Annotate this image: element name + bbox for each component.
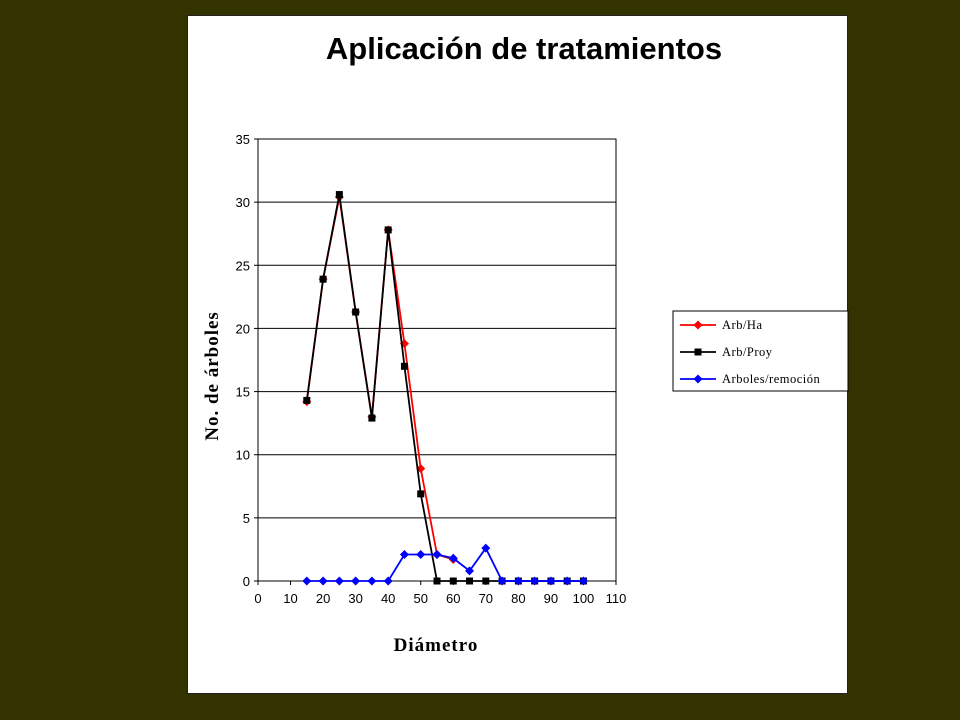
x-tick-label: 50 <box>413 591 427 606</box>
data-point <box>466 577 474 585</box>
x-tick-label: 90 <box>544 591 558 606</box>
legend-marker <box>694 348 702 356</box>
data-point <box>465 566 475 576</box>
x-tick-label: 0 <box>254 591 261 606</box>
data-point <box>319 275 327 283</box>
x-tick-label: 30 <box>348 591 362 606</box>
y-tick-label: 0 <box>243 574 250 589</box>
chart-title: Aplicación de tratamientos <box>326 31 722 66</box>
data-point <box>383 576 393 586</box>
y-axis: 0 5 10 15 20 25 30 35 <box>236 132 258 589</box>
series-layer <box>302 191 588 586</box>
y-tick-label: 30 <box>236 195 250 210</box>
legend-label: Arb/Proy <box>722 345 773 359</box>
data-point <box>399 339 409 349</box>
data-point <box>351 576 361 586</box>
data-point <box>513 576 523 586</box>
legend-label: Arb/Ha <box>722 318 763 332</box>
legend-label: Arboles/remoción <box>722 372 821 386</box>
x-tick-label: 100 <box>573 591 595 606</box>
data-point <box>302 576 312 586</box>
data-point <box>417 490 425 498</box>
y-tick-label: 5 <box>243 511 250 526</box>
x-axis-title: Diámetro <box>394 635 479 656</box>
data-point <box>368 414 376 422</box>
data-point <box>384 226 392 234</box>
x-tick-label: 40 <box>381 591 395 606</box>
x-tick-label: 70 <box>479 591 493 606</box>
data-point <box>432 549 442 559</box>
data-point <box>335 191 343 199</box>
y-tick-label: 20 <box>236 321 250 336</box>
data-point <box>352 308 360 316</box>
chart-slide: Aplicación de tratamientos 0 10 20 30 40 50 60… <box>187 15 849 694</box>
data-point <box>482 577 490 585</box>
data-point <box>530 576 540 586</box>
data-point <box>578 576 588 586</box>
y-tick-label: 10 <box>236 448 250 463</box>
x-tick-label: 20 <box>316 591 330 606</box>
data-point <box>481 543 491 553</box>
data-point <box>303 396 311 404</box>
data-point <box>449 577 457 585</box>
data-point <box>416 549 426 559</box>
y-tick-label: 35 <box>236 132 250 147</box>
series-2 <box>302 543 588 586</box>
data-point <box>400 362 408 370</box>
data-point <box>433 577 441 585</box>
y-tick-label: 25 <box>236 258 250 273</box>
x-axis: 0 10 20 30 40 50 60 70 80 90 100 110 <box>254 581 626 606</box>
legend-marker <box>693 320 703 330</box>
x-tick-label: 80 <box>511 591 525 606</box>
data-point <box>448 553 458 563</box>
plot-area <box>257 138 617 582</box>
data-point <box>318 576 328 586</box>
line-chart: Aplicación de tratamientos 0 10 20 30 40 50 60… <box>202 31 849 656</box>
y-tick-label: 15 <box>236 385 250 400</box>
legend-marker <box>693 374 703 384</box>
data-point <box>367 576 377 586</box>
data-point <box>497 576 507 586</box>
x-tick-label: 110 <box>606 591 627 606</box>
data-point <box>562 576 572 586</box>
x-tick-label: 60 <box>446 591 460 606</box>
legend: Arb/Ha Arb/Proy Arboles/remoción <box>672 310 849 392</box>
gridlines <box>258 201 616 519</box>
data-point <box>546 576 556 586</box>
data-point <box>399 549 409 559</box>
data-point <box>334 576 344 586</box>
x-tick-label: 10 <box>283 591 297 606</box>
y-axis-title: No. de árboles <box>202 311 223 441</box>
